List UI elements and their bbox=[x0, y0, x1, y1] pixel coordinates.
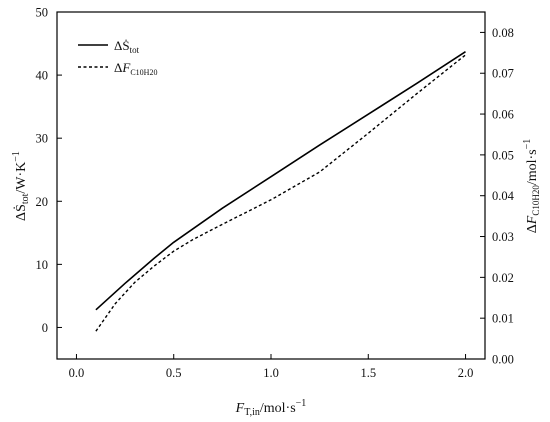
series-layer bbox=[95, 51, 466, 332]
left-y-axis-ticks: 0 10 20 30 40 50 bbox=[36, 6, 62, 335]
x-tick-label: 0.0 bbox=[69, 366, 85, 380]
left-y-tick-label: 40 bbox=[36, 69, 49, 83]
right-y-tick-label: 0.01 bbox=[492, 312, 514, 326]
x-tick-label: 0.5 bbox=[166, 366, 182, 380]
legend-label-flow: ΔFC10H20 bbox=[114, 60, 157, 77]
series-line-entropy bbox=[95, 51, 466, 311]
x-axis-ticks: 0.0 0.5 1.0 1.5 2.0 bbox=[69, 354, 474, 380]
left-y-tick-label: 50 bbox=[36, 6, 49, 20]
series-line-flow bbox=[95, 54, 466, 332]
right-y-tick-label: 0.04 bbox=[492, 189, 515, 203]
legend-label-entropy: ΔṠtot bbox=[114, 38, 140, 55]
right-y-tick-label: 0.08 bbox=[492, 26, 514, 40]
right-y-tick-label: 0.07 bbox=[492, 67, 514, 81]
right-y-tick-label: 0.03 bbox=[492, 230, 514, 244]
right-y-axis-label: ΔFC10H20/mol·s−1 bbox=[522, 139, 541, 234]
right-y-axis-ticks: 0.00 0.01 0.02 0.03 0.04 0.05 0.06 0.07 0.08 bbox=[480, 26, 515, 367]
left-y-axis-label: ΔṠtot/W·K−1 bbox=[11, 151, 31, 221]
legend: ΔṠtot ΔFC10H20 bbox=[78, 38, 157, 77]
x-tick-label: 1.5 bbox=[360, 366, 376, 380]
x-tick-label: 1.0 bbox=[263, 366, 279, 380]
left-y-tick-label: 10 bbox=[36, 258, 49, 272]
left-y-tick-label: 30 bbox=[36, 132, 49, 146]
left-y-tick-label: 20 bbox=[36, 195, 49, 209]
right-y-tick-label: 0.05 bbox=[492, 148, 514, 162]
x-tick-label: 2.0 bbox=[458, 366, 474, 380]
x-axis-label: FT,in/mol·s−1 bbox=[235, 398, 307, 418]
left-y-tick-label: 0 bbox=[42, 321, 48, 335]
right-y-tick-label: 0.00 bbox=[492, 353, 514, 367]
right-y-tick-label: 0.06 bbox=[492, 108, 514, 122]
right-y-tick-label: 0.02 bbox=[492, 271, 514, 285]
